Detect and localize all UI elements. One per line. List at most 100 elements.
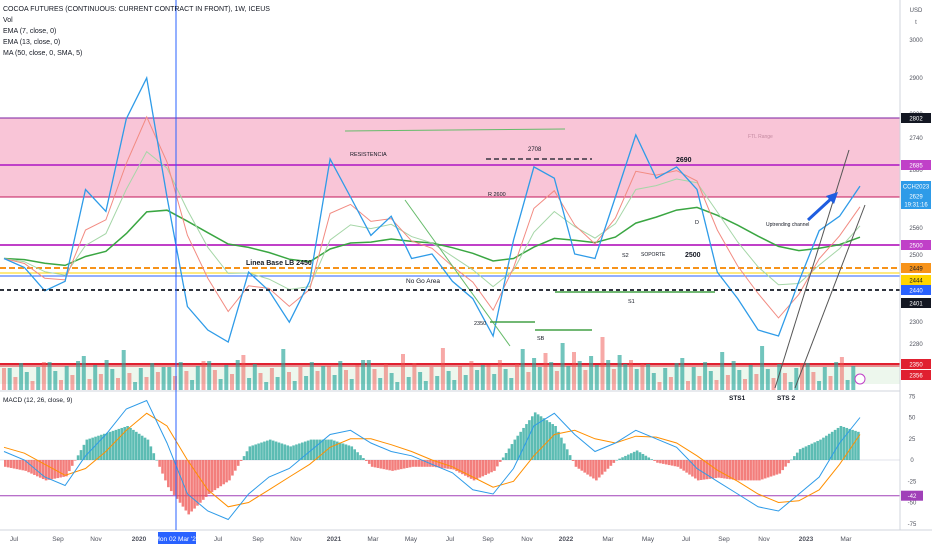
macd-histogram-bar [501, 457, 505, 460]
legend-ema7[interactable]: EMA (7, close, 0) [3, 28, 57, 35]
channel-lower-line[interactable] [794, 204, 866, 389]
price-tick-2560: 2560 [909, 226, 923, 232]
annotation-sts1: STS1 [729, 395, 746, 402]
macd-histogram-bar [842, 426, 846, 460]
price-badge-2500: 2500 [909, 244, 923, 250]
macd-histogram-bar [510, 444, 514, 460]
price-line[interactable] [3, 75, 861, 343]
macd-histogram-bar [30, 460, 33, 474]
macd-histogram-bar [408, 460, 412, 468]
macd-histogram-bar [778, 460, 782, 474]
volume-bar [800, 363, 804, 390]
macd-histogram-bar [62, 460, 65, 477]
macd-histogram-bar [432, 460, 435, 467]
legend-ema13[interactable]: EMA (13, close, 0) [3, 39, 61, 46]
macd-histogram-bar [59, 460, 62, 478]
macd-histogram-bar [88, 438, 92, 460]
annotation-sb: SB [537, 336, 545, 342]
volume-bar [845, 380, 850, 390]
macd-histogram-bar [420, 460, 423, 467]
price-badge-2685: 2685 [909, 164, 923, 170]
volume-bar [326, 366, 331, 390]
macd-histogram-bar [111, 430, 115, 460]
macd-tick-50: 50 [909, 416, 916, 422]
macd-histogram-bar [129, 427, 132, 460]
volume-bar [224, 365, 229, 390]
alert-icon[interactable] [854, 373, 866, 385]
macd-histogram-bar [836, 427, 840, 460]
annotation-sts2: STS 2 [777, 395, 795, 402]
macd-histogram-bar [737, 460, 741, 481]
time-tick-Jul: Jul [214, 536, 223, 543]
channel-upper-line[interactable] [774, 149, 850, 389]
legend-ma50[interactable]: MA (50, close, 0, SMA, 5) [3, 50, 83, 57]
uptrend-arrow[interactable] [806, 195, 835, 222]
price-badge-2449: 2449 [909, 267, 923, 273]
volume-bar [372, 369, 377, 390]
macd-histogram-bar [702, 460, 706, 480]
macd-histogram-bar [132, 429, 135, 460]
volume-bar [549, 362, 554, 390]
macd-histogram-bar [280, 443, 284, 460]
volume-bar [383, 364, 388, 390]
macd-histogram-bar [207, 460, 211, 494]
volume-bar [646, 364, 651, 390]
annotation-soporte: SOPORTE [641, 252, 666, 258]
volume-bar [36, 367, 41, 390]
macd-histogram-bar [85, 439, 89, 460]
macd-tick--75: -75 [908, 522, 917, 528]
price-tick-3000: 3000 [909, 38, 923, 44]
macd-histogram-bar [644, 455, 648, 460]
price-badge [901, 113, 931, 123]
macd-histogram-bar [833, 429, 837, 460]
volume-bar [497, 360, 502, 390]
volume-bar [577, 361, 582, 390]
macd-histogram-bar [167, 460, 170, 488]
macd-histogram-bar [679, 460, 683, 469]
time-tick-Sep: Sep [482, 536, 494, 543]
macd-histogram-bar [295, 444, 298, 460]
volume-bar [765, 369, 770, 390]
macd-histogram-bar [659, 460, 662, 464]
time-tick-Nov: Nov [290, 536, 302, 543]
volume-bar [70, 375, 75, 390]
uptrend-arrow-head [826, 192, 838, 204]
macd-histogram-bar [289, 446, 292, 460]
macd-histogram-bar [266, 440, 269, 460]
volume-bar [258, 373, 263, 390]
macd-tick-0: 0 [910, 458, 914, 464]
annotation-uptrending: Uptrending channel [766, 222, 809, 228]
symbol-title[interactable]: COCOA FUTURES (CONTINUOUS: CURRENT CONTR… [3, 6, 270, 13]
volume-bar [731, 361, 736, 390]
volume-bar [480, 365, 485, 390]
macd-histogram-bar [574, 460, 578, 467]
macd-histogram-bar [830, 431, 834, 460]
volume-bar [401, 354, 405, 390]
macd-histogram-bar [210, 460, 214, 493]
time-tick-Sep: Sep [252, 536, 264, 543]
volume-bar [144, 377, 149, 390]
macd-histogram-bar [245, 451, 249, 460]
annotation-resistencia: RESISTENCIA [350, 152, 387, 158]
resistance-trendline[interactable] [344, 128, 566, 132]
macd-histogram-bar [79, 450, 83, 460]
macd-histogram-bar [315, 439, 319, 460]
volume-bar [235, 360, 240, 390]
volume-bar [116, 378, 120, 390]
macd-histogram-bar [100, 434, 103, 460]
macd-histogram-bar [650, 459, 653, 460]
macd-histogram-bar [38, 460, 42, 478]
macd-histogram-bar [621, 457, 624, 460]
volume-bar [560, 343, 565, 390]
volume-bar [788, 382, 793, 390]
macd-histogram-bar [577, 460, 581, 469]
macd-histogram-bar [528, 420, 531, 460]
macd-histogram-bar [653, 460, 656, 461]
macd-histogram-bar [682, 460, 685, 471]
legend-vol[interactable]: Vol [3, 17, 13, 24]
volume-bar [634, 369, 639, 390]
macd-histogram-bar [187, 460, 191, 515]
volume-bar [663, 368, 668, 390]
volume-bar [173, 376, 177, 390]
